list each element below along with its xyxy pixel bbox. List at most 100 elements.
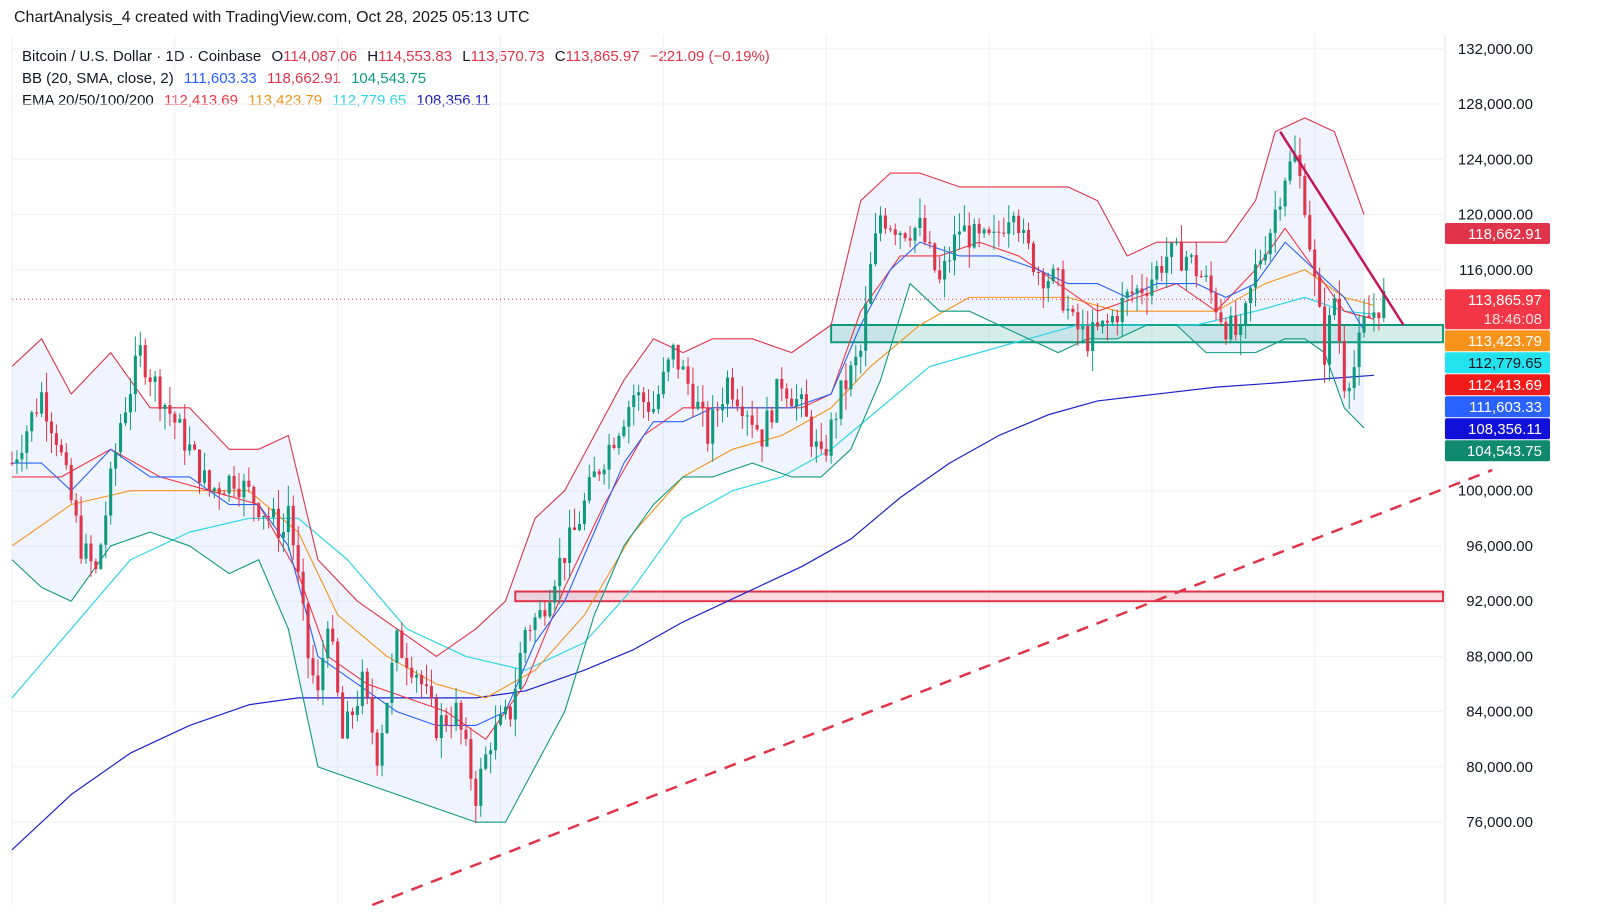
candle-body [780,378,784,389]
candle-body [671,344,675,360]
candle-body [281,532,285,539]
candle-body [883,215,887,229]
price-tick-label: 132,000.00 [1458,41,1533,58]
candle-body [844,380,848,390]
candle-body [237,488,241,498]
candle-body [933,243,937,271]
candle-body [311,658,315,676]
candle-body [1209,275,1213,293]
candle-body [1100,320,1105,327]
candle-body [173,413,177,423]
candle-body [1140,288,1144,294]
candle-body [197,449,202,483]
candle-body [814,441,818,447]
candle-body [168,405,172,414]
candle-body [133,355,137,395]
candle-body [434,698,438,739]
price-badge-label: 112,413.69 [1468,377,1542,394]
candle-body [1327,315,1332,365]
candle-body [148,377,152,382]
candle-body [1061,269,1065,311]
candle-body [138,345,142,356]
candle-body [997,231,1001,233]
candle-body [770,410,774,423]
candle-body [1046,281,1050,289]
open-value: 114,087.06 [283,48,358,65]
candle-body [1313,249,1317,277]
price-tick-label: 128,000.00 [1458,96,1533,113]
candle-body [276,508,280,539]
candle-body [360,671,364,706]
legend-bb-row[interactable]: BB (20, SMA, close, 2) 111,603.33 118,66… [22,68,776,90]
candle-body [903,233,907,239]
candle-body [1036,271,1040,273]
up-trendline-dashed [371,468,1493,907]
candle-body [972,223,976,248]
ohlc-low: L113,570.73 [462,48,544,65]
ema50-value: 113,423.79 [248,92,323,109]
candle-body [306,603,310,659]
candle-body [207,470,211,491]
candle-body [982,229,986,234]
candle-body [479,768,483,806]
ohlc-open: O114,087.06 [271,48,357,65]
candle-body [1283,180,1287,207]
candle-body [854,356,858,366]
candle-body [1337,298,1341,342]
candle-body [405,657,409,668]
candle-body [864,303,868,351]
candle-body [498,714,503,725]
legend-symbol-row[interactable]: Bitcoin / U.S. Dollar · 1D · Coinbase O1… [22,46,776,68]
candle-body [1150,279,1154,296]
candle-body [573,527,577,531]
ema100-value: 112,779.65 [332,92,407,109]
candle-body [1056,268,1060,270]
candle-body [582,500,586,525]
candle-body [1031,243,1035,272]
candle-body [834,418,838,420]
candle-body [701,401,705,408]
candle-body [375,732,379,766]
price-badge [1445,374,1550,396]
candle-body [1091,322,1095,352]
candle-body [1081,326,1085,330]
candle-body [40,392,44,414]
candle-body [1308,215,1312,250]
price-badge [1445,418,1550,440]
bb-upper-line [11,117,1365,657]
bb-label: BB (20, SMA, close, 2) [22,70,174,87]
candle-body [1012,215,1016,223]
candle-body [577,524,581,531]
candle-body [839,380,843,419]
candle-body [962,225,966,232]
price-badge-label: 111,603.33 [1469,399,1542,416]
candle-body [607,444,611,470]
candle-body [642,392,646,403]
candle-body [262,516,266,518]
candle-body [908,238,912,241]
candle-body [1175,241,1179,243]
candle-body [568,527,572,563]
candle-body [538,610,542,618]
legend-ema-row[interactable]: EMA 20/50/100/200 112,413.69 113,423.79 … [22,90,776,112]
candle-body [267,516,271,518]
candle-body [1184,256,1188,271]
support-zone [830,324,1444,344]
candle-body [523,629,527,653]
price-tick-label: 96,000.00 [1466,538,1533,555]
candle-body [1125,291,1129,298]
candle-body [952,234,957,261]
candle-body [163,405,167,410]
candle-body [1278,206,1282,210]
candle-body [1204,275,1208,278]
candlesticks [10,135,1386,824]
candle-body [1026,229,1031,244]
price-badge-label: 104,543.75 [1467,443,1542,460]
candle-body [1120,297,1124,323]
candle-body [119,423,123,453]
candle-body [948,260,952,262]
candle-body [829,419,833,456]
candle-body [548,602,552,617]
candle-body [114,452,118,469]
